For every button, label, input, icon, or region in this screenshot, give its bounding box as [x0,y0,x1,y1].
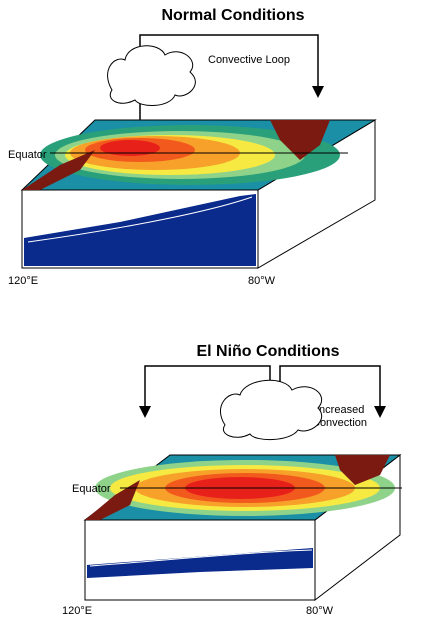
west-label: 120°E [8,275,38,287]
land [270,120,330,160]
west-label: 120°E [62,605,92,617]
equator-label: Equator [72,483,111,495]
normal-panel: Normal Conditions Convective Loop Equato… [8,7,377,287]
panel-title: El Niño Conditions [196,343,339,360]
warm-pool [100,140,160,156]
convective-loop [279,365,386,418]
thermocline [89,549,313,567]
panel-title: Normal Conditions [161,7,304,24]
el-nino-panel: El Niño Conditions Increased Convection … [62,343,402,617]
deep-water [87,548,313,578]
loop-label: Convection [312,417,367,429]
thermocline [27,196,253,243]
land [85,480,140,520]
loop-label: Increased [316,404,364,416]
convective-loop [139,365,271,418]
cloud [219,379,323,440]
east-label: 80°W [248,275,276,287]
loop-label: Convective Loop [208,54,290,66]
cloud [107,45,196,106]
land [22,150,95,190]
east-label: 80°W [306,605,334,617]
land [335,455,390,485]
equator-label: Equator [8,149,47,161]
